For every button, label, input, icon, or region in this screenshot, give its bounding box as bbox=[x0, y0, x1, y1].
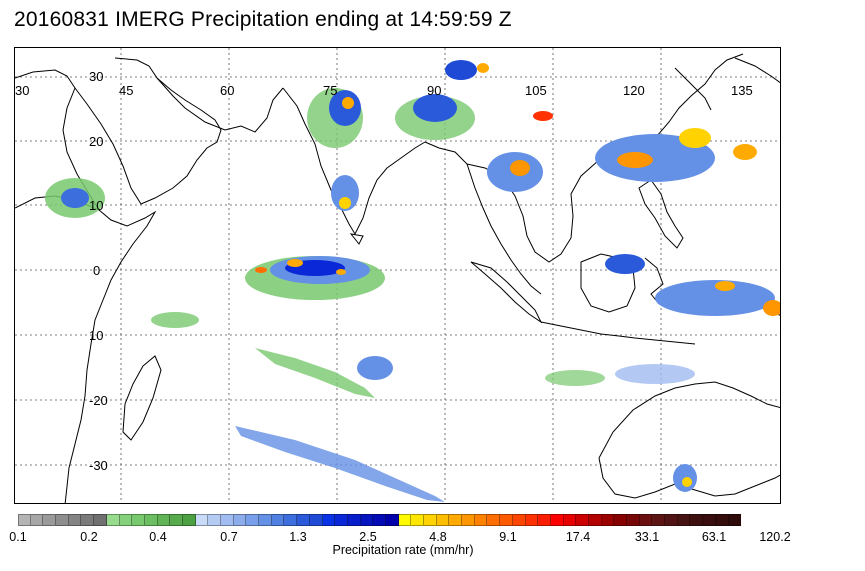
colorbar-swatch bbox=[715, 514, 729, 526]
precipitation-colorbar bbox=[18, 514, 742, 526]
colorbar-swatch bbox=[119, 514, 133, 526]
colorbar-swatch bbox=[563, 514, 577, 526]
colorbar-tick-label: 0.4 bbox=[149, 530, 167, 544]
colorbar-swatch bbox=[360, 514, 374, 526]
latitude-label: 0 bbox=[93, 263, 101, 278]
colorbar-swatch bbox=[728, 514, 742, 526]
colorbar-swatch bbox=[309, 514, 323, 526]
colorbar-swatch bbox=[271, 514, 285, 526]
colorbar-swatch bbox=[221, 514, 234, 526]
colorbar-swatch bbox=[233, 514, 247, 526]
coastlines bbox=[15, 53, 780, 503]
longitude-label: 75 bbox=[323, 83, 338, 98]
colorbar-swatch bbox=[385, 514, 399, 526]
colorbar-swatch bbox=[525, 514, 539, 526]
colorbar-tick-label: 0.2 bbox=[80, 530, 98, 544]
longitude-label: 105 bbox=[525, 83, 547, 98]
colorbar-tick-label: 17.4 bbox=[565, 530, 591, 544]
colorbar-swatch bbox=[690, 514, 704, 526]
precipitation-map: 30 45 60 75 90 105 120 135 30 20 10 0 10… bbox=[14, 47, 781, 504]
colorbar-swatch bbox=[588, 514, 602, 526]
colorbar-title: Precipitation rate (mm/hr) bbox=[332, 543, 474, 557]
colorbar-swatch bbox=[424, 514, 437, 526]
colorbar-swatch bbox=[500, 514, 513, 526]
colorbar-swatch bbox=[512, 514, 526, 526]
precipitation-field bbox=[45, 60, 780, 502]
longitude-label: 120 bbox=[623, 83, 645, 98]
colorbar-swatch bbox=[157, 514, 171, 526]
colorbar-swatch bbox=[297, 514, 310, 526]
longitude-label: 45 bbox=[119, 83, 134, 98]
longitude-label: 60 bbox=[220, 83, 235, 98]
colorbar-tick-label: 0.1 bbox=[9, 530, 27, 544]
colorbar-swatch bbox=[68, 514, 82, 526]
colorbar-swatch bbox=[398, 514, 412, 526]
colorbar-swatch bbox=[18, 514, 31, 526]
colorbar-swatch bbox=[170, 514, 183, 526]
longitude-label: 90 bbox=[427, 83, 442, 98]
colorbar-tick-label: 33.1 bbox=[634, 530, 660, 544]
colorbar-tick-label: 4.8 bbox=[429, 530, 447, 544]
colorbar-swatch bbox=[462, 514, 475, 526]
colorbar-swatch bbox=[94, 514, 107, 526]
colorbar-swatch bbox=[703, 514, 716, 526]
latitude-label: 10 bbox=[89, 198, 104, 213]
colorbar-swatch bbox=[639, 514, 653, 526]
colorbar-tick-label: 120.2 bbox=[759, 530, 791, 544]
latitude-label: -20 bbox=[89, 393, 108, 408]
colorbar-swatch bbox=[436, 514, 450, 526]
colorbar-swatch bbox=[132, 514, 145, 526]
colorbar-swatch bbox=[449, 514, 463, 526]
colorbar-swatch bbox=[335, 514, 348, 526]
colorbar-tick-label: 1.3 bbox=[289, 530, 307, 544]
colorbar-swatch bbox=[677, 514, 691, 526]
colorbar-swatch bbox=[652, 514, 666, 526]
colorbar-swatch bbox=[30, 514, 44, 526]
map-canvas bbox=[15, 48, 780, 503]
colorbar-swatch bbox=[347, 514, 361, 526]
colorbar-tick-label: 9.1 bbox=[499, 530, 517, 544]
colorbar-tick-label: 0.7 bbox=[220, 530, 238, 544]
colorbar-tick-label: 63.1 bbox=[701, 530, 727, 544]
colorbar-tick-label: 2.5 bbox=[359, 530, 377, 544]
colorbar-swatch bbox=[601, 514, 615, 526]
colorbar-swatch bbox=[474, 514, 488, 526]
latitude-label: 10 bbox=[89, 328, 104, 343]
colorbar-swatch bbox=[56, 514, 69, 526]
latitude-label: 20 bbox=[89, 134, 104, 149]
colorbar-swatch bbox=[43, 514, 57, 526]
colorbar-swatch bbox=[81, 514, 95, 526]
colorbar-swatch bbox=[665, 514, 678, 526]
map-title: 20160831 IMERG Precipitation ending at 1… bbox=[14, 8, 512, 31]
colorbar-swatch bbox=[627, 514, 640, 526]
colorbar-swatch bbox=[487, 514, 501, 526]
colorbar-swatch bbox=[322, 514, 336, 526]
latitude-label: 30 bbox=[89, 69, 104, 84]
longitude-label: 135 bbox=[731, 83, 753, 98]
colorbar-swatch bbox=[373, 514, 386, 526]
colorbar-swatch bbox=[614, 514, 627, 526]
longitude-label: 30 bbox=[15, 83, 30, 98]
colorbar-swatch bbox=[144, 514, 158, 526]
latitude-label: -30 bbox=[89, 458, 108, 473]
colorbar-swatch bbox=[182, 514, 196, 526]
colorbar-swatch bbox=[259, 514, 272, 526]
colorbar-swatch bbox=[246, 514, 260, 526]
colorbar-swatch bbox=[284, 514, 298, 526]
colorbar-swatch bbox=[106, 514, 120, 526]
colorbar-swatch bbox=[550, 514, 564, 526]
colorbar-swatch bbox=[208, 514, 221, 526]
colorbar-swatch bbox=[538, 514, 551, 526]
colorbar-swatch bbox=[411, 514, 424, 526]
colorbar-swatch bbox=[576, 514, 589, 526]
colorbar-swatch bbox=[195, 514, 209, 526]
